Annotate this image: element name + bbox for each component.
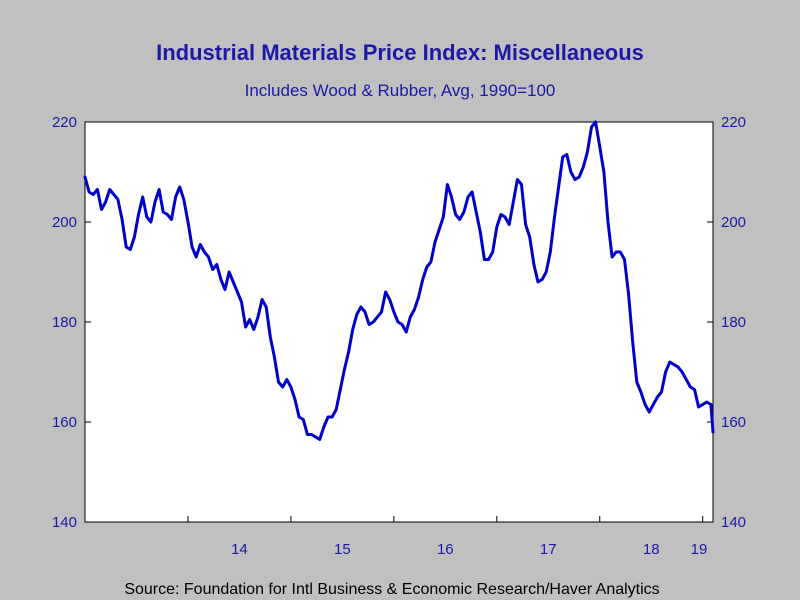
right-y-axis: 140 160 180 200 220 xyxy=(707,114,746,531)
y-tick-label-right: 180 xyxy=(721,314,746,331)
y-tick-label-right: 200 xyxy=(721,214,746,231)
x-tick-label: 14 xyxy=(231,541,248,558)
x-tick-label: 17 xyxy=(540,541,557,558)
y-tick-label-right: 140 xyxy=(721,514,746,531)
y-tick-label-left: 200 xyxy=(52,214,77,231)
y-tick-label-left: 180 xyxy=(52,314,77,331)
y-tick-label-left: 160 xyxy=(52,414,77,431)
source-note: Source: Foundation for Intl Business & E… xyxy=(124,581,659,598)
y-tick-label-left: 140 xyxy=(52,514,77,531)
y-tick-label-right: 160 xyxy=(721,414,746,431)
x-tick-label: 16 xyxy=(437,541,454,558)
x-tick-label: 19 xyxy=(691,541,708,558)
x-axis: 14 15 16 17 18 19 xyxy=(187,516,708,558)
left-y-axis: 140 160 180 200 220 xyxy=(52,114,91,531)
x-tick-label: 18 xyxy=(643,541,660,558)
x-tick-label: 15 xyxy=(334,541,351,558)
chart-subtitle: Includes Wood & Rubber, Avg, 1990=100 xyxy=(245,81,556,100)
series-line xyxy=(83,120,715,441)
y-tick-label-left: 220 xyxy=(52,114,77,131)
chart-title: Industrial Materials Price Index: Miscel… xyxy=(156,40,644,65)
y-tick-label-right: 220 xyxy=(721,114,746,131)
